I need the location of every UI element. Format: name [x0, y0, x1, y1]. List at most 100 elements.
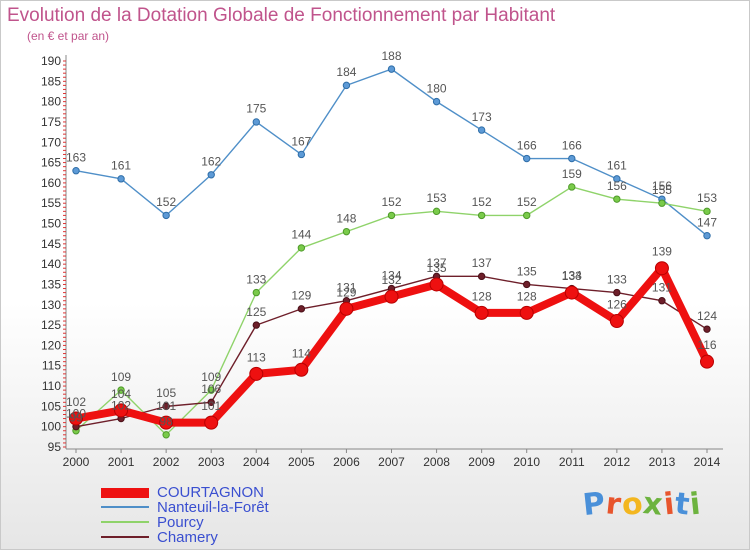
y-tick-label: 150 — [41, 217, 61, 231]
data-point-courtagnon — [564, 285, 579, 300]
data-label-pourcy: 99 — [69, 411, 83, 425]
series-line-nanteuil-la-foret — [75, 68, 708, 237]
data-label-chamery: 100 — [66, 406, 86, 420]
y-tick-label: 95 — [48, 440, 62, 454]
y-tick-label: 130 — [41, 298, 61, 312]
x-tick-label: 2013 — [649, 455, 676, 469]
x-tick-label: 2008 — [423, 455, 450, 469]
data-label-chamery: 102 — [111, 398, 131, 412]
data-point-courtagnon — [700, 354, 714, 369]
data-point-nanteuil-la-foret — [432, 97, 441, 106]
data-label-chamery: 133 — [607, 272, 627, 286]
data-label-courtagnon: 129 — [336, 285, 356, 299]
data-point-courtagnon — [609, 314, 624, 329]
data-point-nanteuil-la-foret — [117, 175, 125, 183]
legend-item: Chamery — [101, 530, 401, 545]
x-tick-label: 2005 — [288, 455, 315, 469]
data-label-courtagnon: 101 — [201, 399, 221, 413]
legend-label: COURTAGNON — [157, 484, 264, 501]
data-point-pourcy — [387, 211, 396, 220]
data-point-chamery — [477, 272, 486, 281]
data-point-nanteuil-la-foret — [568, 154, 576, 163]
x-tick-label: 2014 — [694, 455, 721, 469]
x-tick-label: 2002 — [153, 455, 180, 469]
data-point-chamery — [207, 398, 215, 407]
data-point-nanteuil-la-foret — [387, 65, 396, 73]
data-label-courtagnon: 114 — [292, 346, 311, 360]
data-point-courtagnon — [339, 301, 354, 316]
data-point-pourcy — [117, 386, 125, 394]
data-label-nanteuil-la-foret: 161 — [607, 159, 627, 173]
data-label-pourcy: 152 — [517, 195, 537, 209]
data-point-chamery — [252, 321, 260, 329]
x-tick-label: 2001 — [108, 455, 135, 469]
data-label-chamery: 137 — [427, 256, 447, 270]
data-point-chamery — [613, 288, 621, 297]
data-label-chamery: 129 — [291, 289, 311, 303]
data-label-chamery: 131 — [336, 281, 356, 295]
data-label-pourcy: 153 — [697, 191, 717, 205]
data-point-chamery — [297, 305, 306, 313]
data-label-nanteuil-la-foret: 166 — [562, 138, 582, 152]
y-tick-label: 135 — [41, 277, 61, 291]
data-label-courtagnon: 113 — [247, 350, 266, 364]
y-tick-label: 100 — [41, 420, 61, 434]
data-point-pourcy — [207, 386, 215, 394]
data-point-courtagnon — [384, 289, 399, 304]
legend-item: Nanteuil-la-Forêt — [101, 500, 401, 515]
legend-label: Chamery — [157, 529, 218, 546]
data-point-courtagnon — [519, 305, 534, 320]
data-label-nanteuil-la-foret: 175 — [246, 102, 266, 116]
y-tick-label: 125 — [41, 318, 61, 332]
data-point-nanteuil-la-foret — [207, 171, 215, 179]
y-tick-label: 185 — [41, 74, 61, 88]
data-label-courtagnon: 102 — [66, 395, 86, 409]
data-label-courtagnon: 126 — [607, 298, 627, 312]
x-tick-label: 2004 — [243, 455, 270, 469]
data-label-nanteuil-la-foret: 162 — [201, 155, 221, 169]
x-tick-label: 2000 — [63, 455, 90, 469]
legend-label: Nanteuil-la-Forêt — [157, 499, 269, 516]
data-label-chamery: 125 — [246, 305, 266, 319]
data-point-nanteuil-la-foret — [477, 126, 486, 134]
data-labels: 163 161 152 162 175 167 184 188 180 173 166 166 161 1… — [66, 49, 717, 429]
y-tick-label: 140 — [41, 257, 61, 271]
proxiti-logo: Proxiti — [581, 485, 704, 524]
y-tick-label: 165 — [41, 156, 61, 170]
data-point-pourcy — [613, 195, 621, 203]
data-label-pourcy: 152 — [381, 195, 401, 209]
data-label-nanteuil-la-foret: 167 — [291, 134, 311, 148]
data-label-courtagnon: 104 — [111, 387, 131, 401]
data-point-chamery — [162, 402, 170, 411]
data-point-pourcy — [703, 207, 711, 216]
data-point-pourcy — [523, 211, 531, 220]
data-point-courtagnon — [204, 415, 219, 430]
data-label-courtagnon: 132 — [381, 273, 401, 287]
data-point-pourcy — [658, 199, 666, 207]
data-label-pourcy: 109 — [201, 370, 221, 384]
y-tick-label: 190 — [41, 54, 61, 68]
y-tick-label: 105 — [41, 399, 61, 413]
x-tick-label: 2003 — [198, 455, 225, 469]
y-tick-label: 155 — [41, 196, 61, 210]
data-label-pourcy: 153 — [427, 191, 447, 205]
data-label-pourcy: 155 — [652, 183, 672, 197]
data-label-nanteuil-la-foret: 161 — [111, 159, 131, 173]
data-label-courtagnon: 101 — [156, 399, 176, 413]
data-label-pourcy: 98 — [159, 415, 173, 429]
data-point-nanteuil-la-foret — [162, 211, 170, 220]
data-point-pourcy — [252, 288, 260, 297]
legend-item: Pourcy — [101, 515, 401, 530]
data-label-courtagnon: 116 — [697, 338, 716, 352]
data-point-pourcy — [342, 227, 351, 236]
data-point-courtagnon — [474, 305, 489, 320]
data-label-nanteuil-la-foret: 173 — [472, 110, 492, 124]
data-label-pourcy: 148 — [336, 211, 356, 225]
data-label-courtagnon: 133 — [562, 269, 582, 283]
data-label-courtagnon: 128 — [517, 289, 537, 303]
data-label-chamery: 105 — [156, 386, 176, 400]
data-point-chamery — [523, 280, 531, 289]
data-label-chamery: 106 — [201, 382, 221, 396]
data-label-pourcy: 152 — [472, 195, 492, 209]
